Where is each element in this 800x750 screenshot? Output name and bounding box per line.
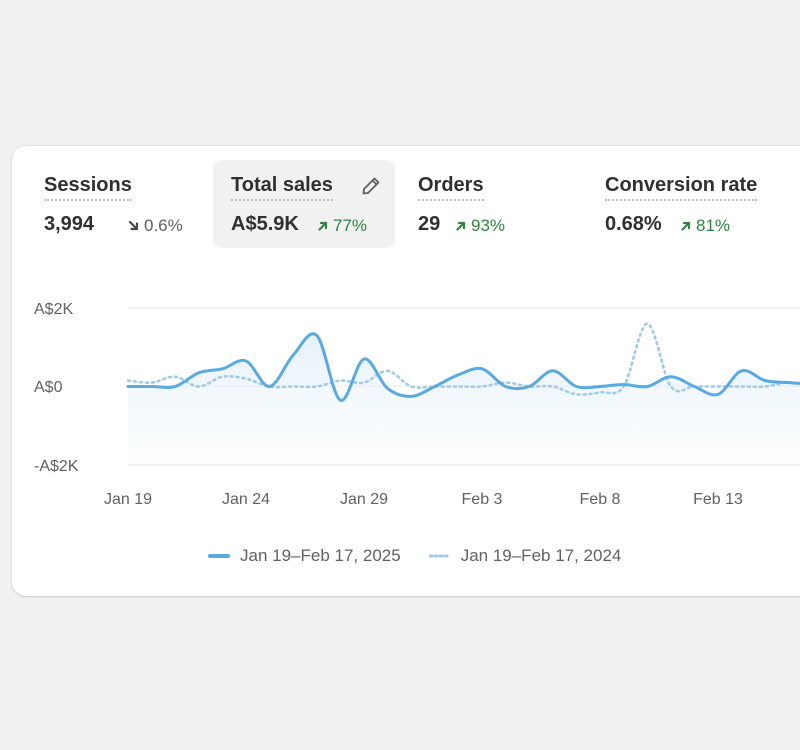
- x-tick-label: Jan 29: [340, 491, 388, 508]
- legend-item-previous[interactable]: Jan 19–Feb 17, 2024: [428, 546, 622, 566]
- metric-value: 0.68%: [605, 213, 662, 235]
- arrow-up-right-icon: [681, 221, 691, 231]
- x-tick-label: Feb 3: [462, 491, 503, 508]
- metric-change-value: 77%: [333, 216, 368, 235]
- arrow-down-right-icon: [128, 220, 139, 231]
- y-tick-label: A$2K: [34, 301, 73, 318]
- x-tick-label: Feb 8: [580, 491, 621, 508]
- arrow-up-right-icon: [318, 221, 328, 231]
- chart-legend: Jan 19–Feb 17, 2025 Jan 19–Feb 17, 2024: [208, 546, 649, 566]
- y-tick-label: A$0: [34, 379, 63, 396]
- metric-sessions[interactable]: Sessions 3,994 0.6%: [24, 160, 204, 248]
- legend-swatch-dotted: [428, 554, 451, 558]
- metric-title[interactable]: Total sales: [231, 174, 333, 201]
- metric-value: 29: [418, 213, 441, 235]
- x-tick-label: Feb 13: [693, 491, 743, 508]
- x-tick-label: Jan 24: [222, 491, 270, 508]
- metric-title[interactable]: Conversion rate: [605, 174, 758, 201]
- metric-change-value: 0.6%: [144, 216, 183, 235]
- legend-item-current[interactable]: Jan 19–Feb 17, 2025: [208, 546, 401, 566]
- series-line-current: [126, 332, 800, 402]
- pencil-edit-icon[interactable]: [359, 174, 383, 198]
- metric-conversion-rate[interactable]: Conversion rate 0.68% 81%: [585, 160, 800, 248]
- y-tick-label: -A$2K: [34, 458, 79, 475]
- metric-change-value: 93%: [471, 216, 506, 235]
- legend-label: Jan 19–Feb 17, 2025: [240, 546, 401, 565]
- metric-change: 0.6%: [127, 216, 183, 236]
- metric-title[interactable]: Sessions: [44, 174, 132, 201]
- legend-label: Jan 19–Feb 17, 2024: [460, 546, 622, 565]
- metric-value: 3,994: [44, 213, 95, 235]
- metric-value: A$5.9K: [231, 213, 299, 235]
- sales-line-chart: A$2K A$0 -A$2K Jan 19 Jan 24 Jan 29 Feb 3 Feb …: [34, 301, 800, 508]
- metric-change: 93%: [454, 216, 505, 236]
- arrow-up-right-icon: [456, 221, 466, 231]
- metric-change-value: 81%: [696, 216, 731, 235]
- analytics-card: Sessions 3,994 0.6% Total sales A$5.9K 7…: [12, 146, 800, 596]
- metric-total-sales[interactable]: Total sales A$5.9K 77%: [213, 160, 395, 248]
- metric-title[interactable]: Orders: [418, 174, 484, 201]
- x-tick-label: Jan 19: [104, 491, 152, 508]
- series-area-fill: [128, 333, 800, 465]
- metric-change: 77%: [316, 216, 367, 236]
- metric-change: 81%: [679, 216, 730, 236]
- legend-swatch-solid: [208, 554, 230, 558]
- metric-orders[interactable]: Orders 29 93%: [398, 160, 578, 248]
